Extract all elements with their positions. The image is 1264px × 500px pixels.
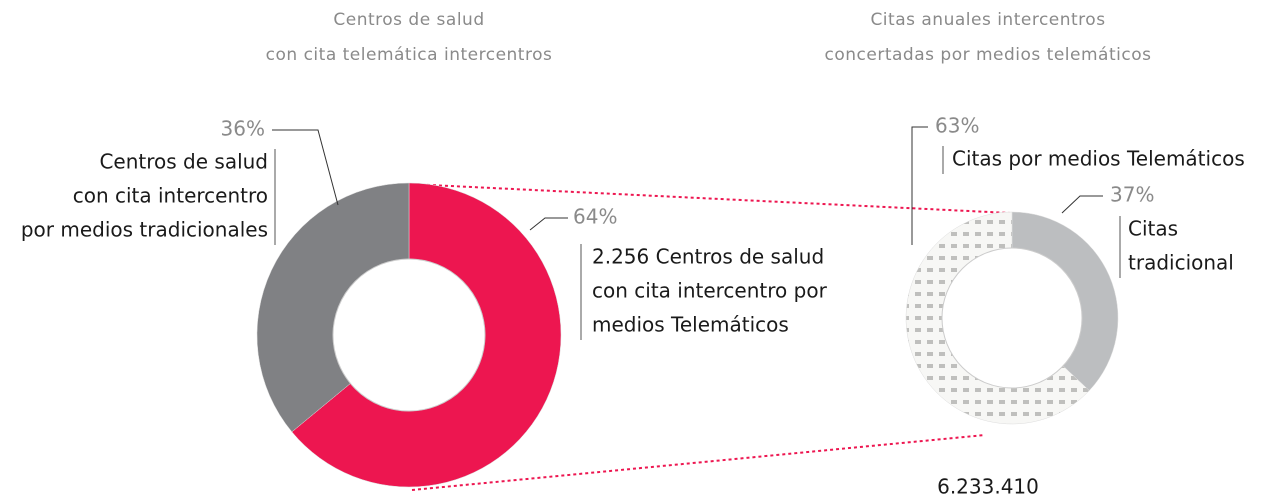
value-label: 37% [1110, 183, 1154, 207]
chart-title: con cita telemática intercentros [266, 45, 553, 65]
leader-line [530, 218, 568, 230]
total-label: 6.233.410 [937, 475, 1039, 497]
chart-title: concertadas por medios telemáticos [825, 45, 1152, 65]
segment-label: con cita intercentro por [592, 279, 828, 303]
donut-hole [333, 259, 485, 411]
chart-title: Citas anuales intercentros [870, 10, 1105, 30]
segment-label: Citas [1128, 217, 1178, 241]
leader-line [1062, 196, 1103, 213]
segment-label: 2.256 Centros de salud [592, 245, 824, 269]
segment-label: Centros de salud [99, 150, 268, 174]
infographic: Centros de salud con cita telemática inte… [0, 0, 1264, 496]
segment-label: medios Telemáticos [592, 313, 789, 337]
value-label: 64% [573, 205, 617, 229]
chart-title: Centros de salud [333, 10, 484, 30]
donut-hole [942, 248, 1082, 388]
zoom-line [409, 184, 1010, 213]
leader-line [912, 127, 928, 245]
leader-line [272, 130, 338, 205]
segment-label: Citas por medios Telemáticos [952, 147, 1245, 171]
value-label: 63% [935, 114, 979, 138]
segment-label: con cita intercentro [73, 184, 268, 208]
value-label: 36% [221, 117, 265, 141]
segment-label: tradicional [1128, 251, 1234, 275]
segment-label: por medios tradicionales [21, 218, 268, 242]
